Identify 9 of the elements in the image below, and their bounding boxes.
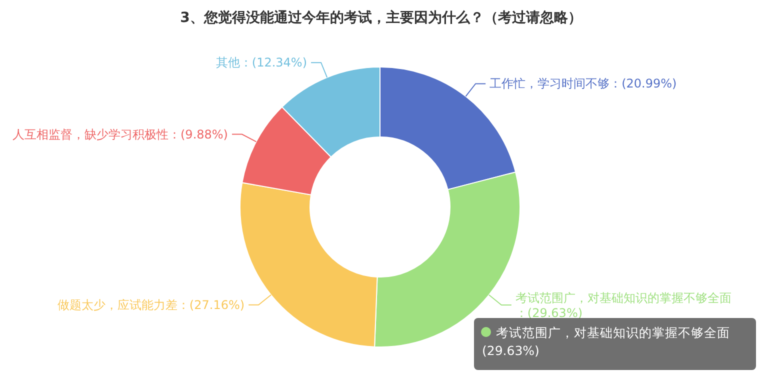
- data-label: ：(29.63%): [515, 306, 583, 320]
- chart-title: 3、您觉得没能通过今年的考试，主要因为什么？（考过请忽略）: [180, 9, 582, 26]
- slice-label: 考试范围广，对基础知识的掌握不够全面: [515, 290, 732, 305]
- text: (29.63%): [482, 343, 540, 358]
- slice-label: 工作忙，学习时间不够：(20.99%): [490, 76, 677, 91]
- slice-label: 人互相监督，缺少学习积极性：(9.88%): [12, 127, 228, 142]
- slice-label: 做题太少，应试能力差：(27.16%): [57, 298, 245, 312]
- slice-label: 其他：(12.34%): [216, 56, 308, 70]
- text: 考试范围广，对基础知识的掌握不够全面: [496, 325, 730, 340]
